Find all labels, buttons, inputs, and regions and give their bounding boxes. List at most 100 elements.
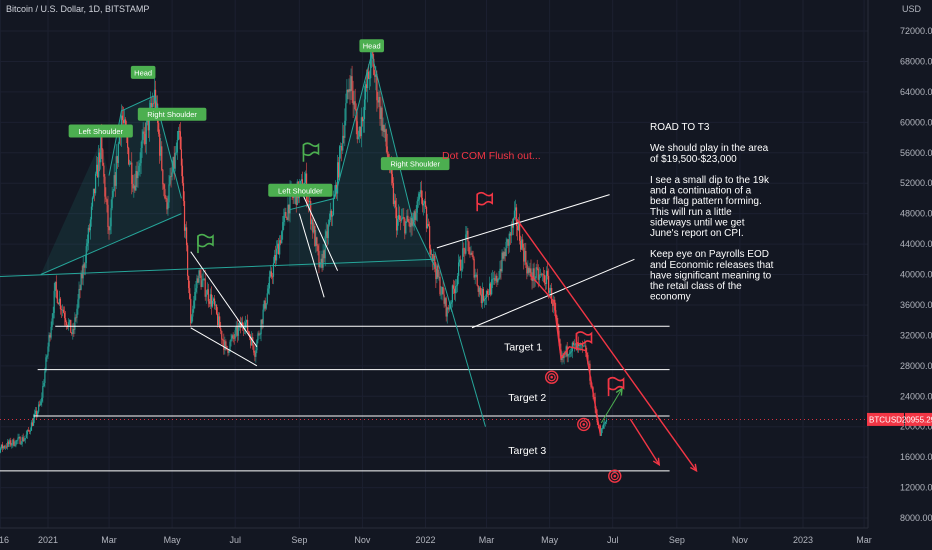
candle-body — [564, 353, 566, 355]
pattern-label-text: Right Shoulder — [147, 110, 197, 119]
candle-body — [493, 278, 495, 280]
note-line: and a continuation of a — [650, 186, 752, 197]
candle-body — [339, 146, 341, 178]
target-ring-outer — [544, 370, 559, 384]
candle-body — [116, 156, 118, 163]
candle-body — [170, 176, 172, 178]
candle-body — [40, 401, 42, 405]
candle-body — [505, 241, 507, 257]
candle-body — [267, 288, 269, 294]
candle-body — [198, 270, 200, 283]
candle-body — [501, 252, 503, 272]
candle-body — [78, 288, 80, 300]
note-line: bear flag pattern forming. — [650, 196, 762, 207]
candle-body — [304, 173, 307, 183]
candle-body — [206, 289, 208, 295]
candle-body — [68, 322, 70, 328]
candle-body — [27, 430, 29, 431]
candle-body — [563, 353, 565, 359]
candle-body — [226, 345, 228, 350]
candle-body — [89, 219, 92, 231]
candle-body — [455, 285, 458, 287]
time-tick-label: Jul — [229, 535, 241, 545]
candle-body — [97, 164, 99, 178]
candle-body — [314, 226, 316, 247]
candle-body — [84, 263, 86, 268]
candle-body — [490, 283, 492, 295]
candle-body — [185, 227, 188, 246]
candle-body — [115, 156, 117, 186]
candle-body — [136, 170, 138, 179]
candle-body — [570, 351, 572, 353]
candle-body — [320, 258, 322, 263]
candle-body — [444, 298, 446, 304]
time-tick-label: 16 — [0, 535, 9, 545]
candle-body — [52, 312, 54, 319]
candle-body — [506, 239, 508, 242]
candle-body — [114, 175, 116, 186]
candle-body — [77, 299, 79, 309]
candle-body — [110, 208, 112, 227]
candle-body — [286, 217, 288, 220]
candle-body — [420, 190, 422, 198]
candle-body — [601, 428, 603, 430]
candle-body — [41, 397, 43, 402]
candle-body — [140, 148, 142, 164]
candle-body — [402, 217, 404, 219]
candle-body — [559, 339, 561, 350]
pattern-label-text: Right Shoulder — [390, 160, 440, 169]
candle-body — [118, 135, 120, 144]
target-ring-mid — [547, 373, 556, 382]
candle-body — [324, 236, 326, 259]
pattern-label: Right Shoulder — [380, 157, 450, 171]
candle-body — [231, 335, 233, 340]
drawn-labels: Left Shoulder Head Right Shoulder Left Shou… — [68, 39, 546, 457]
candle-body — [422, 203, 425, 206]
note-line: Keep eye on Payrolls EOD — [650, 249, 769, 260]
time-tick-label: Mar — [856, 535, 872, 545]
candle-body — [446, 307, 448, 317]
candle-body — [527, 267, 529, 274]
candle-body — [517, 223, 520, 231]
candle-body — [75, 317, 77, 319]
symbol-badge — [867, 412, 904, 426]
candle-body — [308, 201, 310, 203]
candle-body — [499, 268, 501, 278]
candle-body — [538, 274, 540, 280]
candle-body — [173, 156, 175, 169]
candle-body — [357, 136, 359, 140]
candle-body — [260, 319, 262, 335]
candle-body — [133, 185, 135, 189]
candle-body — [500, 268, 502, 272]
candle-body — [187, 245, 189, 276]
candle-body — [399, 215, 401, 220]
note-line: We should play in the area — [650, 143, 769, 154]
target-label: Target 2 — [508, 392, 546, 404]
time-tick-label: Nov — [354, 535, 371, 545]
candle-body — [213, 298, 216, 306]
candle-body — [46, 355, 48, 358]
target-dot — [550, 375, 553, 379]
candle-body — [93, 188, 96, 194]
target-ring-mid — [610, 472, 619, 481]
candle-body — [55, 281, 57, 291]
candle-body — [379, 96, 381, 119]
candle-body — [262, 309, 264, 324]
candle-body — [212, 298, 215, 301]
candle-body — [585, 345, 587, 353]
candle-body — [569, 352, 571, 354]
candle-body — [472, 255, 474, 259]
candle-body — [466, 230, 468, 235]
candle-body — [4, 446, 7, 448]
candle-body — [546, 270, 549, 276]
currency-label: USD — [902, 4, 922, 14]
candle-body — [494, 278, 496, 281]
candle-body — [515, 207, 518, 227]
price-badge-text: 20955.29 — [902, 415, 932, 424]
candle-body — [439, 276, 441, 295]
time-tick-label: May — [541, 535, 559, 545]
candle-body — [557, 323, 559, 331]
candle-body — [62, 309, 65, 313]
candle-body — [342, 135, 344, 151]
